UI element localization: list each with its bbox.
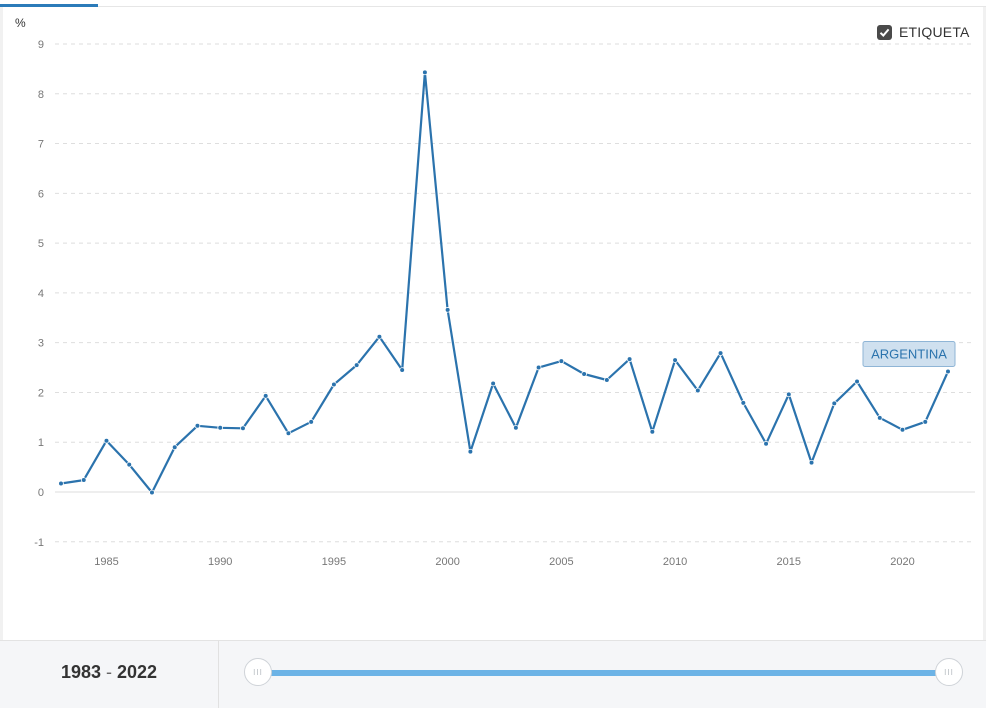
data-point[interactable] [422, 69, 428, 76]
y-tick-label: 4 [38, 288, 44, 300]
data-point[interactable] [581, 371, 587, 377]
line-chart: -1 0 1 2 3 4 5 6 7 8 9 1985 1990 1995 2000 2005 2010 201… [34, 39, 975, 568]
data-point[interactable] [649, 428, 656, 435]
x-tick-label: 1985 [94, 556, 118, 568]
y-tick-label: 1 [38, 437, 44, 449]
x-tick-label: 1995 [322, 556, 346, 568]
data-point[interactable] [126, 461, 133, 468]
y-tick-label: 0 [38, 487, 44, 499]
data-point[interactable] [831, 400, 838, 407]
y-tick-label: 8 [38, 89, 44, 101]
data-point[interactable] [80, 477, 87, 483]
data-point[interactable] [171, 444, 178, 451]
data-point[interactable] [467, 448, 474, 455]
data-point[interactable] [763, 440, 769, 447]
data-point[interactable] [808, 459, 815, 466]
data-point[interactable] [240, 425, 246, 432]
y-axis-unit-label: % [15, 16, 26, 30]
label-toggle-text: ETIQUETA [899, 24, 970, 40]
right-border [983, 7, 986, 640]
data-point[interactable] [535, 364, 542, 371]
y-tick-label: 7 [38, 139, 44, 151]
data-point[interactable] [308, 419, 314, 425]
range-end-year: 2022 [117, 662, 158, 682]
y-tick-label: 6 [38, 188, 44, 200]
data-point[interactable] [558, 358, 565, 364]
y-tick-label: 5 [38, 238, 44, 250]
year-range: 1983 - 2022 [0, 641, 218, 704]
slider-handle-end[interactable]: III [935, 658, 963, 686]
series-label-argentina: ARGENTINA [871, 347, 947, 362]
data-point[interactable] [149, 489, 155, 496]
left-border [0, 7, 3, 640]
range-footer: 1983 - 2022 III III [0, 640, 986, 708]
data-point[interactable] [399, 367, 405, 373]
label-toggle[interactable]: ETIQUETA [877, 24, 970, 40]
y-tick-label: -1 [34, 537, 44, 549]
year-range-slider-track[interactable] [258, 670, 949, 676]
data-point[interactable] [922, 419, 929, 425]
data-point[interactable] [695, 387, 701, 394]
y-tick-label: 3 [38, 338, 44, 350]
data-point[interactable] [604, 377, 610, 383]
series-line-argentina [60, 71, 950, 494]
data-point[interactable] [513, 424, 519, 431]
active-tab-indicator [0, 4, 98, 7]
x-tick-label: 2015 [777, 556, 801, 568]
data-point[interactable] [672, 357, 678, 363]
slider-handle-start[interactable]: III [244, 658, 272, 686]
range-separator: - [106, 662, 112, 682]
x-tick-label: 1990 [208, 556, 232, 568]
data-point[interactable] [262, 393, 269, 399]
y-tick-label: 2 [38, 387, 44, 399]
footer-divider [218, 641, 219, 708]
data-point[interactable] [194, 422, 201, 429]
data-point[interactable] [58, 480, 64, 487]
data-point[interactable] [899, 426, 906, 433]
data-point[interactable] [217, 424, 224, 431]
data-point[interactable] [490, 380, 496, 387]
data-point[interactable] [444, 307, 451, 313]
data-point[interactable] [103, 437, 110, 444]
x-tick-label: 2000 [435, 556, 459, 568]
x-tick-label: 2010 [663, 556, 687, 568]
data-point[interactable] [945, 368, 951, 375]
y-tick-label: 9 [38, 39, 44, 51]
data-point[interactable] [331, 381, 337, 388]
data-point[interactable] [626, 356, 633, 362]
data-point[interactable] [353, 362, 360, 368]
checkbox-checked-icon[interactable] [877, 24, 892, 40]
series-label-box [862, 341, 956, 368]
top-divider [0, 6, 986, 7]
data-point[interactable] [376, 333, 383, 340]
data-point[interactable] [785, 391, 792, 398]
range-start-year: 1983 [60, 662, 101, 682]
data-point[interactable] [740, 400, 747, 406]
x-tick-label: 2020 [890, 556, 914, 568]
x-tick-label: 2005 [549, 556, 573, 568]
data-point[interactable] [854, 378, 860, 385]
data-point[interactable] [285, 430, 292, 437]
data-point[interactable] [717, 350, 724, 356]
data-point[interactable] [876, 415, 883, 421]
